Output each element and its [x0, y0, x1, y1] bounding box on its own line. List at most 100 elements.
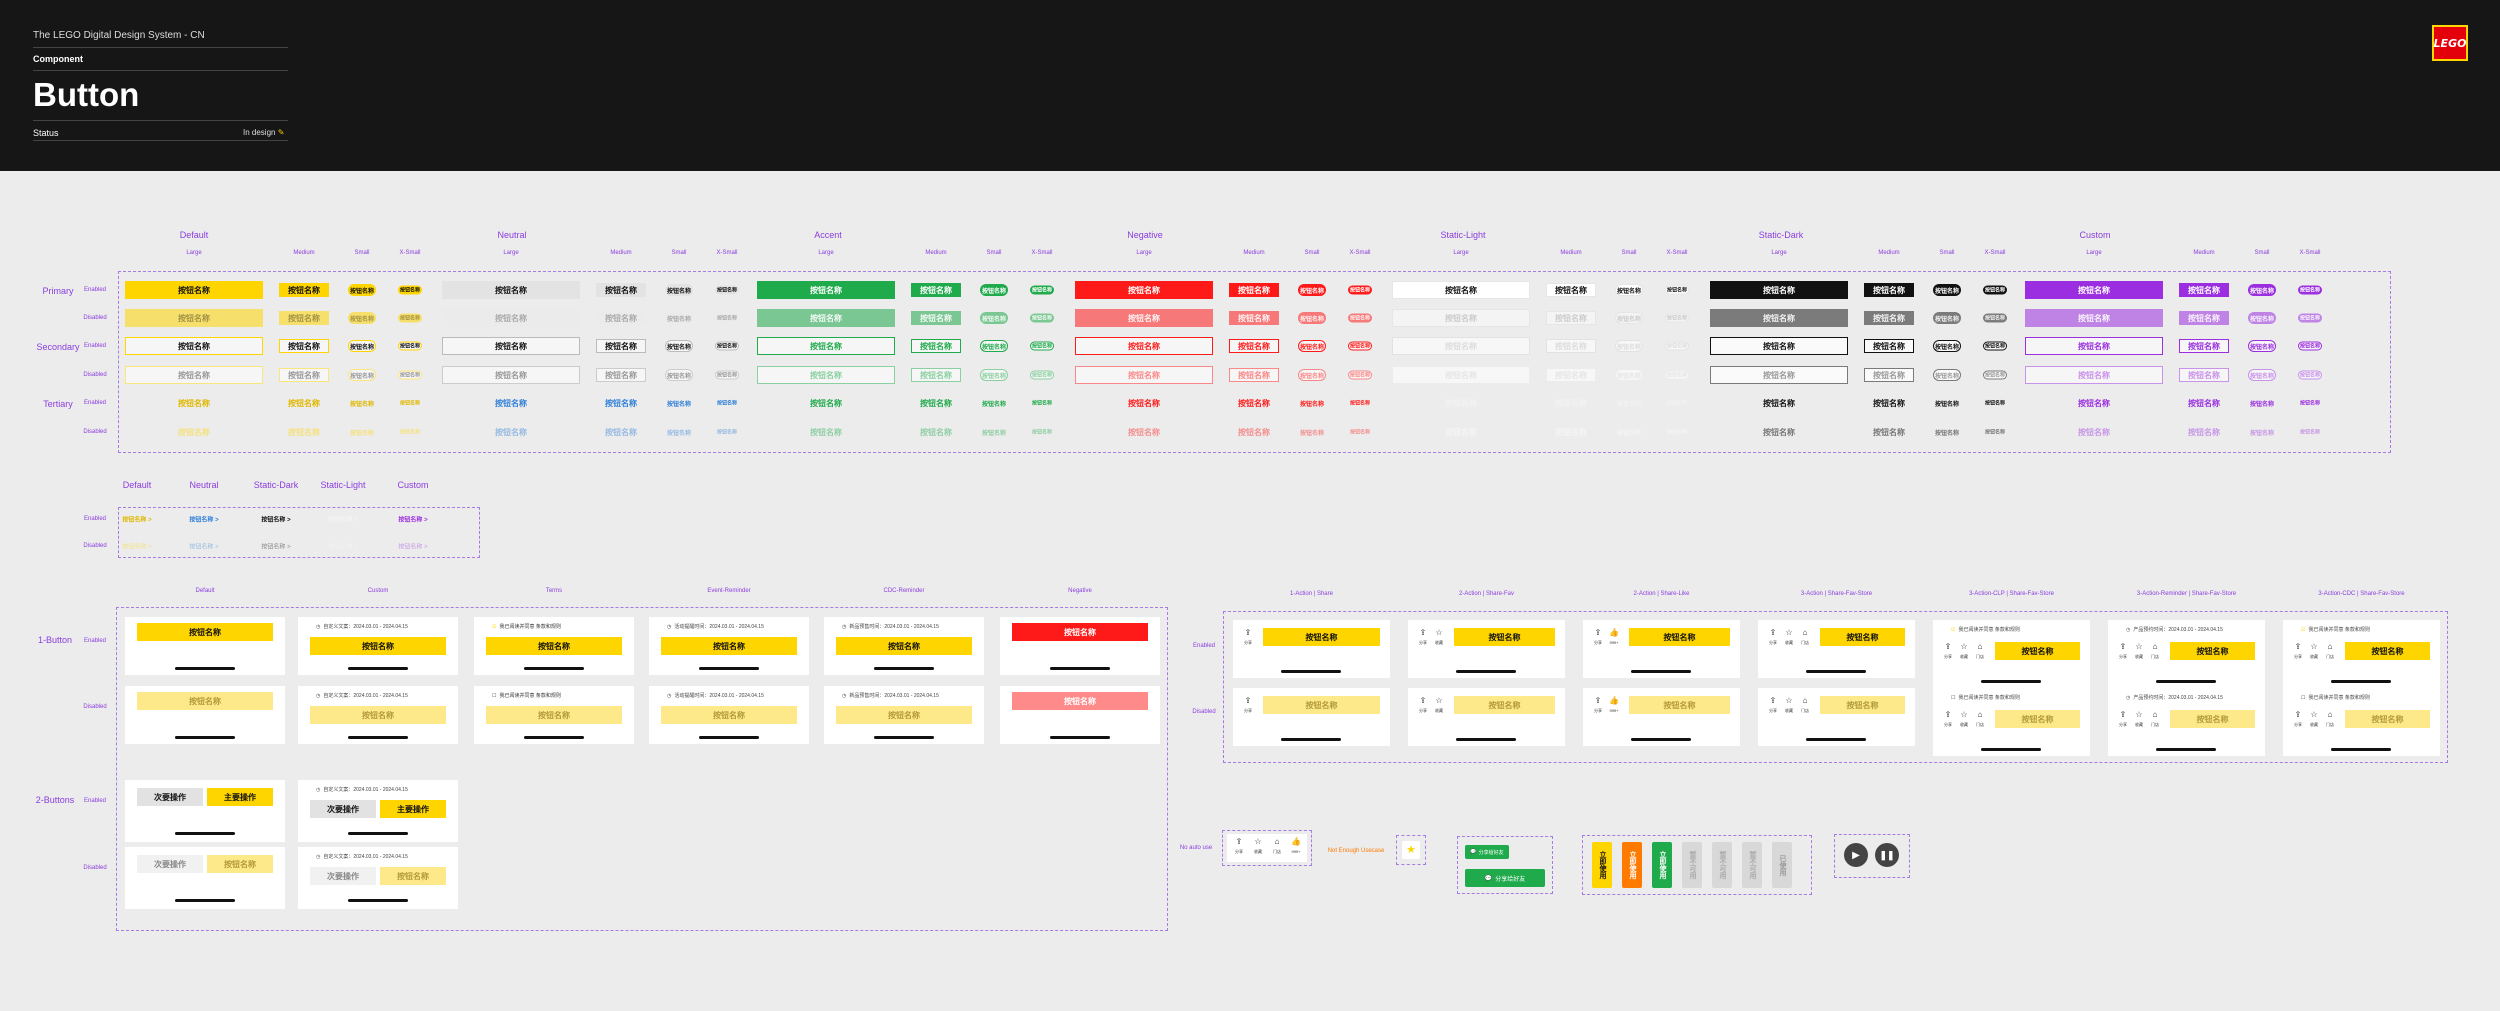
share-icon[interactable]: ⇪	[1944, 710, 1952, 719]
button-accent-secondary-large-enabled[interactable]: 按钮名称	[757, 337, 895, 355]
fav-icon[interactable]: ☆	[2310, 642, 2318, 651]
share-icon[interactable]: ⇪	[1944, 642, 1952, 651]
button-custom-secondary-large-enabled[interactable]: 按钮名称	[2025, 337, 2163, 355]
button-neutral-tertiary-medium-enabled[interactable]: 按钮名称	[605, 398, 637, 408]
button-neutral-primary-medium-enabled[interactable]: 按钮名称	[596, 283, 646, 297]
share-icon[interactable]: ⇪	[2294, 710, 2302, 719]
button-default-primary-x-small-enabled[interactable]: 按钮名称	[398, 285, 422, 295]
store-icon[interactable]: ⌂	[1977, 710, 1983, 719]
button-accent-primary-small-enabled[interactable]: 按钮名称	[980, 284, 1008, 296]
button-negative-primary-small-enabled[interactable]: 按钮名称	[1298, 284, 1326, 296]
card-primary-button[interactable]: 按钮名称	[1012, 623, 1148, 641]
button-accent-secondary-x-small-enabled[interactable]: 按钮名称	[1030, 341, 1054, 351]
action-primary-button[interactable]: 按钮名称	[1629, 628, 1730, 646]
share-icon[interactable]: ⇪	[2119, 642, 2127, 651]
action-primary-button[interactable]: 按钮名称	[1454, 628, 1555, 646]
fav-icon[interactable]: ☆	[1960, 642, 1968, 651]
button-static-dark-primary-medium-enabled[interactable]: 按钮名称	[1864, 283, 1914, 297]
text-link-static-light-enabled[interactable]: 按钮名称 >	[328, 517, 358, 524]
button-default-tertiary-x-small-enabled[interactable]: 按钮名称	[399, 400, 420, 407]
button-custom-tertiary-x-small-enabled[interactable]: 按钮名称	[2299, 400, 2320, 407]
button-custom-tertiary-medium-enabled[interactable]: 按钮名称	[2188, 398, 2220, 408]
like-icon[interactable]: 👍	[1609, 696, 1619, 705]
button-neutral-primary-large-enabled[interactable]: 按钮名称	[442, 281, 580, 299]
share-icon[interactable]: ⇪	[1419, 628, 1427, 637]
text-link-static-dark-enabled[interactable]: 按钮名称 >	[261, 517, 291, 524]
like-icon[interactable]: 👍	[1291, 837, 1301, 846]
button-default-secondary-medium-enabled[interactable]: 按钮名称	[279, 339, 329, 353]
button-custom-secondary-small-enabled[interactable]: 按钮名称	[2248, 340, 2276, 352]
button-static-dark-secondary-large-enabled[interactable]: 按钮名称	[1710, 337, 1848, 355]
button-static-light-secondary-medium-enabled[interactable]: 按钮名称	[1546, 339, 1596, 353]
button-default-primary-small-enabled[interactable]: 按钮名称	[348, 284, 376, 296]
action-primary-button[interactable]: 按钮名称	[2345, 642, 2430, 660]
button-static-dark-primary-x-small-enabled[interactable]: 按钮名称	[1983, 285, 2007, 295]
star-button[interactable]: ★	[1402, 841, 1420, 859]
button-negative-tertiary-small-enabled[interactable]: 按钮名称	[1299, 401, 1324, 408]
fav-icon[interactable]: ☆	[1254, 837, 1262, 846]
checkbox-icon[interactable]: ☑	[2301, 627, 2306, 633]
store-icon[interactable]: ⌂	[1802, 628, 1808, 637]
checkbox-icon[interactable]: ☑	[1951, 627, 1956, 633]
button-static-light-primary-x-small-enabled[interactable]: 按钮名称	[1665, 285, 1689, 295]
button-static-light-tertiary-x-small-enabled[interactable]: 按钮名称	[1666, 400, 1687, 407]
button-static-light-secondary-large-enabled[interactable]: 按钮名称	[1392, 337, 1530, 355]
button-static-dark-primary-small-enabled[interactable]: 按钮名称	[1933, 284, 1961, 296]
button-negative-secondary-large-enabled[interactable]: 按钮名称	[1075, 337, 1213, 355]
checkbox-icon[interactable]: ☐	[2301, 695, 2306, 701]
button-accent-primary-medium-enabled[interactable]: 按钮名称	[911, 283, 961, 297]
button-neutral-tertiary-large-enabled[interactable]: 按钮名称	[495, 398, 527, 408]
button-negative-secondary-x-small-enabled[interactable]: 按钮名称	[1348, 341, 1372, 351]
button-neutral-secondary-large-enabled[interactable]: 按钮名称	[442, 337, 580, 355]
button-neutral-primary-small-enabled[interactable]: 按钮名称	[665, 284, 693, 296]
button-static-dark-tertiary-small-enabled[interactable]: 按钮名称	[1934, 401, 1959, 408]
button-negative-secondary-small-enabled[interactable]: 按钮名称	[1298, 340, 1326, 352]
card-primary-button[interactable]: 按钮名称	[836, 637, 972, 655]
checkbox-icon[interactable]: ☐	[492, 693, 497, 699]
button-default-tertiary-large-enabled[interactable]: 按钮名称	[178, 398, 210, 408]
button-static-light-secondary-small-enabled[interactable]: 按钮名称	[1615, 340, 1643, 352]
button-default-secondary-small-enabled[interactable]: 按钮名称	[348, 340, 376, 352]
action-primary-button[interactable]: 按钮名称	[1263, 628, 1380, 646]
button-neutral-tertiary-small-enabled[interactable]: 按钮名称	[666, 401, 691, 408]
button-static-light-secondary-x-small-enabled[interactable]: 按钮名称	[1665, 341, 1689, 351]
share-icon[interactable]: ⇪	[1244, 628, 1252, 637]
button-default-secondary-x-small-enabled[interactable]: 按钮名称	[398, 341, 422, 351]
fav-icon[interactable]: ☆	[1785, 696, 1793, 705]
action-primary-button[interactable]: 按钮名称	[2170, 642, 2255, 660]
share-icon[interactable]: ⇪	[1594, 696, 1602, 705]
primary-button[interactable]: 主要操作	[207, 788, 273, 806]
button-negative-secondary-medium-enabled[interactable]: 按钮名称	[1229, 339, 1279, 353]
button-static-light-primary-medium-enabled[interactable]: 按钮名称	[1546, 283, 1596, 297]
text-link-custom-enabled[interactable]: 按钮名称 >	[398, 517, 428, 524]
card-primary-button[interactable]: 按钮名称	[661, 637, 797, 655]
button-default-tertiary-small-enabled[interactable]: 按钮名称	[349, 401, 374, 408]
share-icon[interactable]: ⇪	[1244, 696, 1252, 705]
button-custom-primary-large-enabled[interactable]: 按钮名称	[2025, 281, 2163, 299]
ticket-button-2[interactable]: 立即使用	[1622, 842, 1642, 888]
button-neutral-secondary-small-enabled[interactable]: 按钮名称	[665, 340, 693, 352]
action-primary-button[interactable]: 按钮名称	[1995, 642, 2080, 660]
button-static-dark-secondary-small-enabled[interactable]: 按钮名称	[1933, 340, 1961, 352]
button-accent-tertiary-medium-enabled[interactable]: 按钮名称	[920, 398, 952, 408]
checkbox-icon[interactable]: ☐	[1951, 695, 1956, 701]
button-custom-primary-x-small-enabled[interactable]: 按钮名称	[2298, 285, 2322, 295]
button-custom-tertiary-large-enabled[interactable]: 按钮名称	[2078, 398, 2110, 408]
fav-icon[interactable]: ☆	[2135, 710, 2143, 719]
button-default-secondary-large-enabled[interactable]: 按钮名称	[125, 337, 263, 355]
fav-icon[interactable]: ☆	[1435, 696, 1443, 705]
button-accent-primary-large-enabled[interactable]: 按钮名称	[757, 281, 895, 299]
play-button[interactable]: ▶	[1844, 843, 1868, 867]
ticket-button-1[interactable]: 立即使用	[1592, 842, 1612, 888]
store-icon[interactable]: ⌂	[1977, 642, 1983, 651]
button-negative-tertiary-x-small-enabled[interactable]: 按钮名称	[1349, 400, 1370, 407]
button-negative-tertiary-large-enabled[interactable]: 按钮名称	[1128, 398, 1160, 408]
button-negative-tertiary-medium-enabled[interactable]: 按钮名称	[1238, 398, 1270, 408]
store-icon[interactable]: ⌂	[2327, 710, 2333, 719]
button-custom-secondary-medium-enabled[interactable]: 按钮名称	[2179, 339, 2229, 353]
store-icon[interactable]: ⌂	[2152, 710, 2158, 719]
button-negative-primary-large-enabled[interactable]: 按钮名称	[1075, 281, 1213, 299]
button-negative-primary-x-small-enabled[interactable]: 按钮名称	[1348, 285, 1372, 295]
button-default-tertiary-medium-enabled[interactable]: 按钮名称	[288, 398, 320, 408]
button-neutral-tertiary-x-small-enabled[interactable]: 按钮名称	[716, 400, 737, 407]
